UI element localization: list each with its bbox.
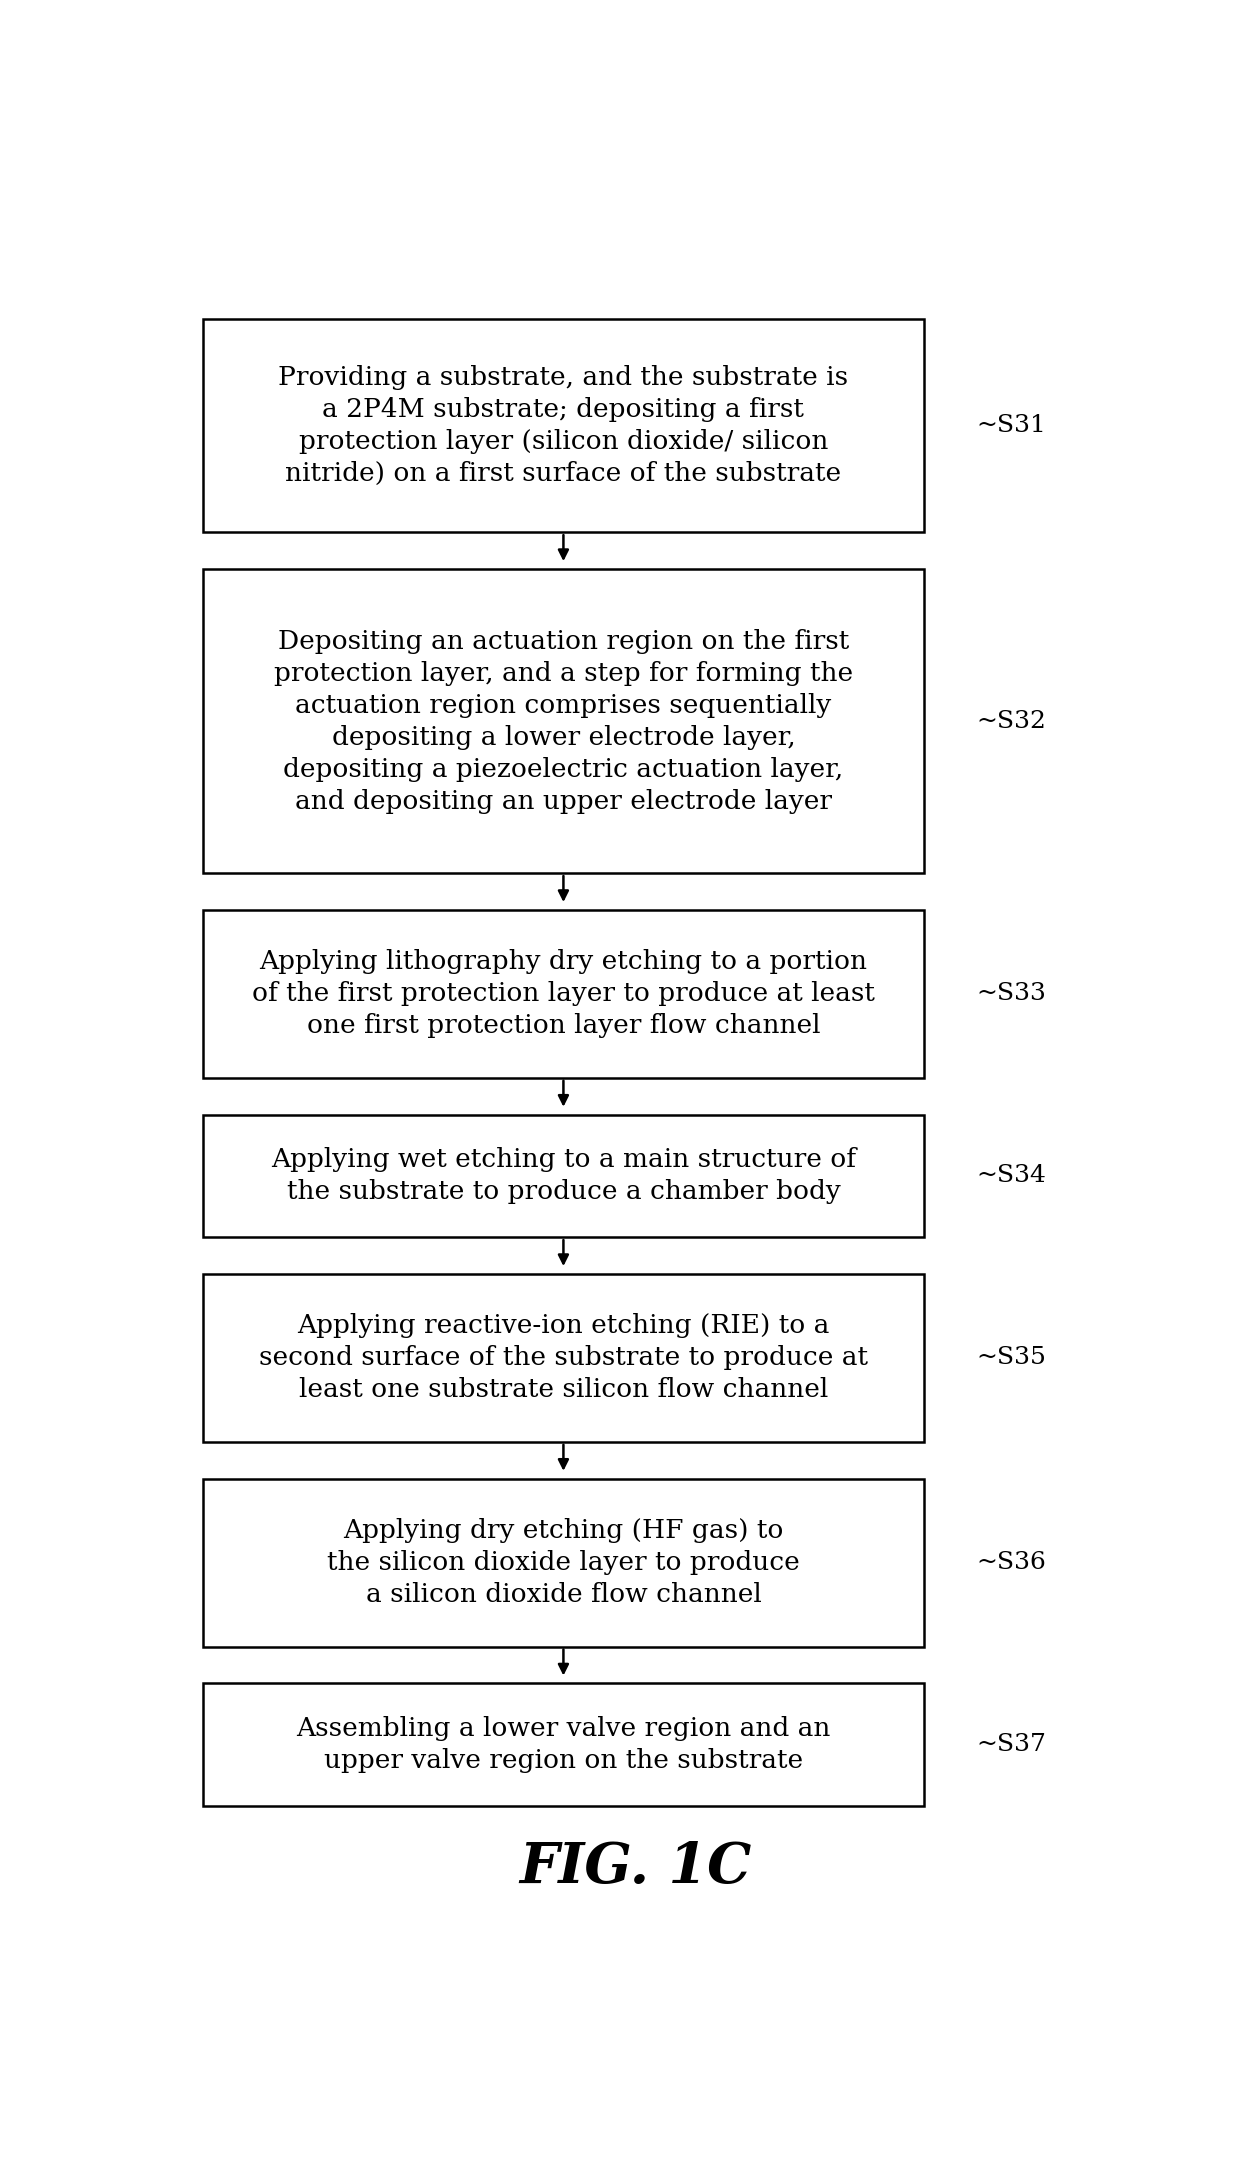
Bar (203, 1684, 924, 1805)
Text: ~S32: ~S32 (977, 710, 1047, 733)
Text: Assembling a lower valve region and an
upper valve region on the substrate: Assembling a lower valve region and an u… (296, 1716, 831, 1773)
Bar (203, 1274, 924, 1441)
Text: ~S33: ~S33 (977, 983, 1047, 1005)
Text: Applying wet etching to a main structure of
the substrate to produce a chamber b: Applying wet etching to a main structure… (270, 1148, 856, 1204)
Text: Applying lithography dry etching to a portion
of the first protection layer to p: Applying lithography dry etching to a po… (252, 950, 875, 1039)
Text: FIG. 1C: FIG. 1C (520, 1840, 751, 1894)
Text: ~S37: ~S37 (977, 1734, 1047, 1756)
Text: ~S31: ~S31 (977, 414, 1047, 436)
Text: Providing a substrate, and the substrate is
a 2P4M substrate; depositing a first: Providing a substrate, and the substrate… (278, 365, 848, 486)
Bar (203, 569, 924, 872)
Bar (203, 319, 924, 532)
Text: ~S35: ~S35 (977, 1345, 1047, 1369)
Text: ~S34: ~S34 (977, 1165, 1047, 1187)
Text: Applying reactive-ion etching (RIE) to a
second surface of the substrate to prod: Applying reactive-ion etching (RIE) to a… (259, 1313, 868, 1402)
Text: ~S36: ~S36 (977, 1552, 1047, 1573)
Bar (203, 1478, 924, 1647)
Text: Applying dry etching (HF gas) to
the silicon dioxide layer to produce
a silicon : Applying dry etching (HF gas) to the sil… (327, 1519, 800, 1608)
Bar (203, 1115, 924, 1237)
Bar (203, 909, 924, 1078)
Text: Depositing an actuation region on the first
protection layer, and a step for for: Depositing an actuation region on the fi… (274, 629, 853, 814)
